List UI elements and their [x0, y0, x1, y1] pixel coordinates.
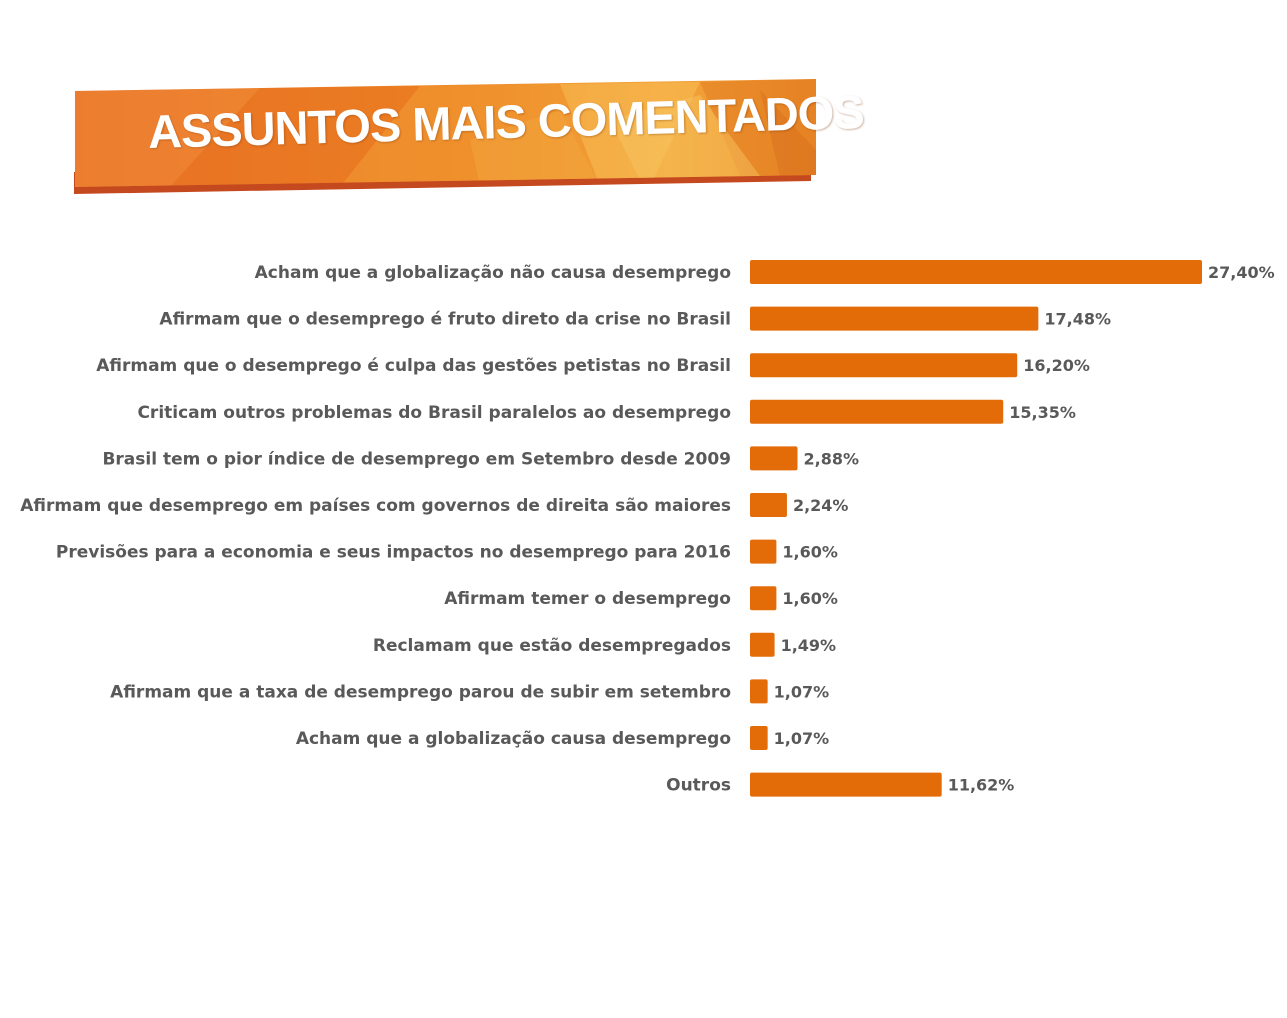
bar — [750, 306, 1039, 331]
category-label: Reclamam que estão desempregados — [373, 636, 731, 656]
bar — [750, 260, 1202, 284]
category-label: Afirmam temer o desemprego — [444, 589, 731, 609]
category-label: Criticam outros problemas do Brasil para… — [137, 403, 731, 423]
value-label: 2,88% — [804, 449, 860, 468]
bar — [750, 446, 798, 471]
value-label: 27,40% — [1208, 263, 1275, 282]
bar — [750, 539, 777, 564]
value-label: 1,60% — [782, 543, 838, 562]
bar — [750, 399, 1004, 424]
category-label: Acham que a globalização não causa desem… — [255, 263, 731, 283]
bars-layer: Acham que a globalização não causa desem… — [20, 260, 1275, 797]
category-label: Afirmam que a taxa de desemprego parou d… — [110, 682, 731, 702]
category-label: Afirmam que o desemprego é fruto direto … — [159, 310, 731, 330]
bar — [750, 772, 942, 797]
category-label: Acham que a globalização causa desempreg… — [296, 729, 731, 749]
bar — [750, 679, 768, 704]
bar — [750, 493, 787, 517]
bar — [750, 353, 1018, 378]
value-label: 1,60% — [782, 589, 838, 608]
category-label: Afirmam que desemprego em países com gov… — [20, 496, 731, 516]
bar — [750, 726, 768, 750]
category-label: Previsões para a economia e seus impacto… — [56, 543, 731, 563]
value-label: 1,49% — [781, 636, 837, 655]
bar — [750, 632, 775, 657]
value-label: 11,62% — [948, 776, 1015, 795]
value-label: 2,24% — [793, 496, 849, 515]
category-label: Outros — [666, 776, 731, 796]
value-label: 16,20% — [1023, 356, 1090, 375]
bar — [750, 586, 777, 611]
value-label: 1,07% — [774, 729, 830, 748]
value-label: 15,35% — [1009, 403, 1076, 422]
value-label: 17,48% — [1044, 310, 1111, 329]
banner-facets — [75, 79, 816, 187]
value-label: 1,07% — [774, 682, 830, 701]
category-label: Brasil tem o pior índice de desemprego e… — [102, 449, 731, 469]
title-banner — [74, 79, 816, 194]
category-label: Afirmam que o desemprego é culpa das ges… — [96, 356, 731, 376]
